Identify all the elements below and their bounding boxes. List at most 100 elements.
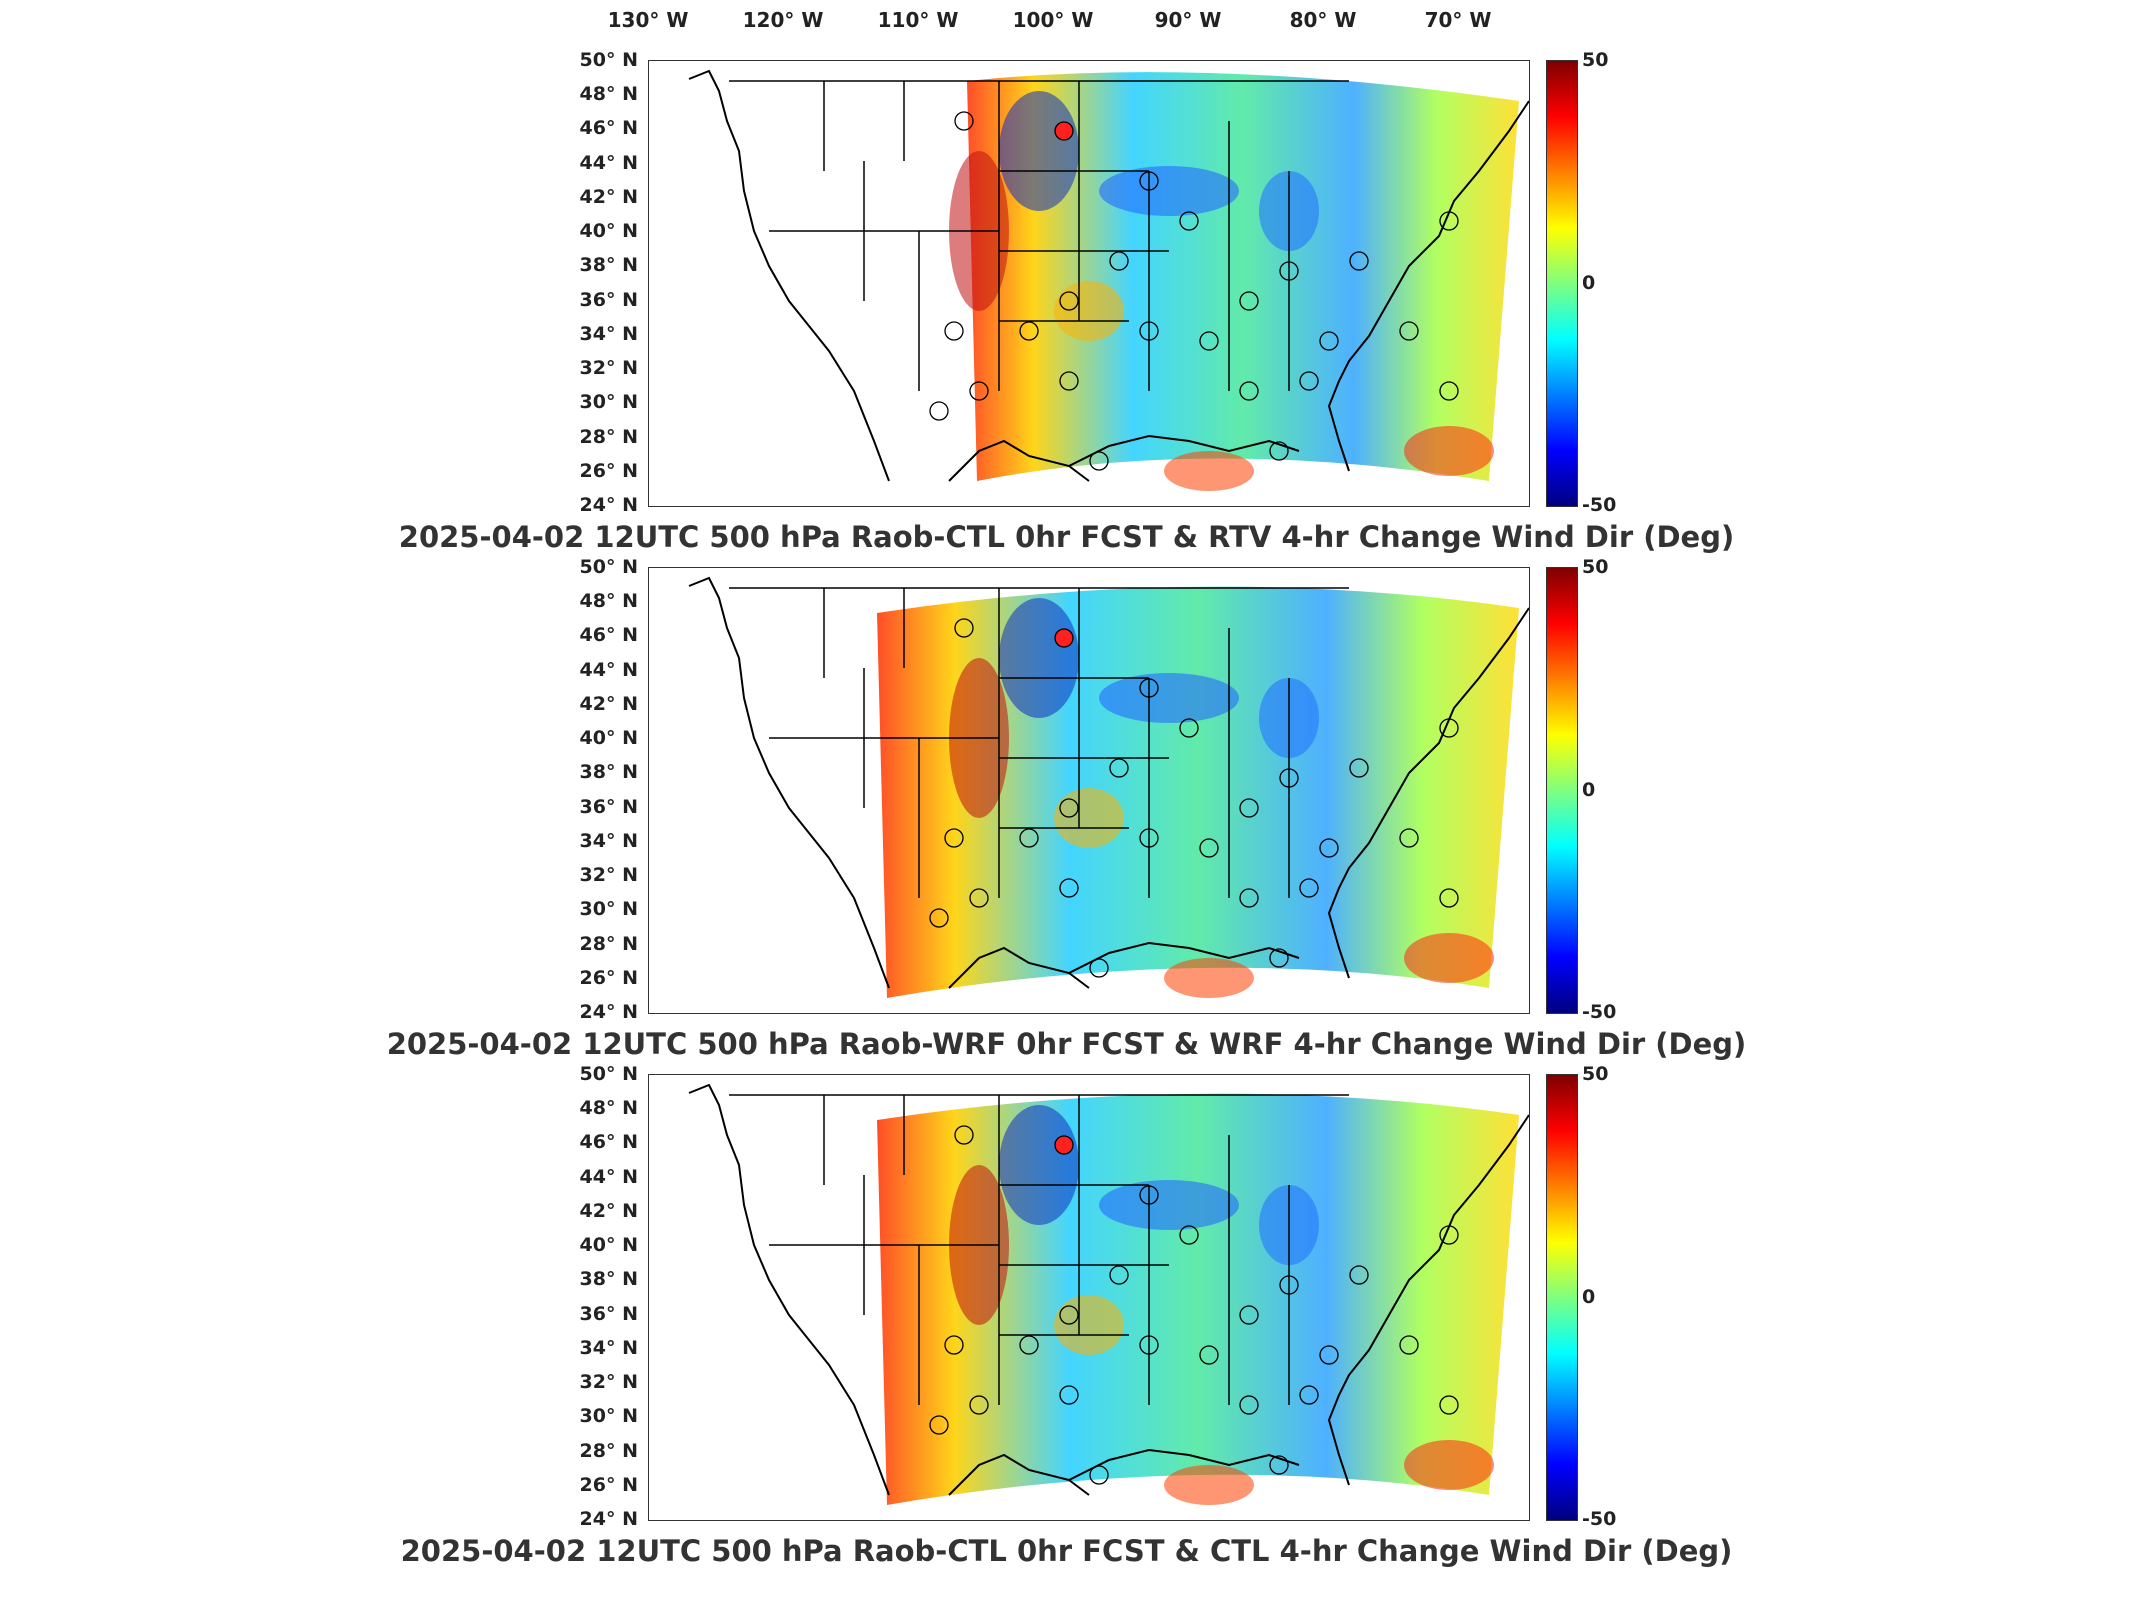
raob-station-marker bbox=[1199, 331, 1219, 351]
raob-station-marker bbox=[944, 1335, 964, 1355]
raob-station-marker bbox=[954, 111, 974, 131]
lat-label: 48° N bbox=[579, 590, 638, 613]
raob-station-marker bbox=[1439, 718, 1459, 738]
field-anomaly bbox=[999, 1105, 1079, 1225]
lat-label: 30° N bbox=[579, 391, 638, 414]
lat-label: 24° N bbox=[579, 1508, 638, 1530]
field-anomaly bbox=[999, 91, 1079, 211]
coastline bbox=[1068, 434, 1300, 467]
raob-station-marker bbox=[1054, 628, 1074, 648]
raob-station-marker bbox=[1139, 321, 1159, 341]
raob-station-marker bbox=[1239, 888, 1259, 908]
lat-label: 50° N bbox=[579, 556, 638, 578]
lat-label: 42° N bbox=[579, 1199, 638, 1222]
lat-label: 32° N bbox=[579, 864, 638, 887]
lat-label: 28° N bbox=[579, 1439, 638, 1462]
lat-label: 30° N bbox=[579, 1405, 638, 1428]
coastline bbox=[1327, 607, 1529, 979]
lat-label: 32° N bbox=[579, 357, 638, 380]
map-plot bbox=[648, 1074, 1530, 1521]
lat-label: 42° N bbox=[579, 692, 638, 715]
colorbar-tick-label: -50 bbox=[1582, 494, 1617, 516]
field-anomaly bbox=[1404, 933, 1494, 983]
raob-station-marker bbox=[1109, 1265, 1129, 1285]
raob-station-marker bbox=[969, 381, 989, 401]
lat-label: 26° N bbox=[579, 1473, 638, 1496]
lat-label: 38° N bbox=[579, 254, 638, 277]
raob-station-marker bbox=[1179, 1225, 1199, 1245]
colorbar-tick-label: 0 bbox=[1582, 778, 1596, 801]
map-svg bbox=[688, 1083, 1529, 1505]
field-anomaly bbox=[1099, 673, 1239, 723]
raob-station-marker bbox=[1199, 838, 1219, 858]
raob-station-marker bbox=[1139, 171, 1159, 191]
raob-station-marker bbox=[1059, 291, 1079, 311]
lat-label: 46° N bbox=[579, 117, 638, 140]
map-plot bbox=[648, 567, 1530, 1014]
field-anomaly bbox=[1099, 1180, 1239, 1230]
field-anomaly bbox=[1164, 958, 1254, 998]
map-svg bbox=[688, 69, 1529, 491]
raob-station-marker bbox=[1439, 1225, 1459, 1245]
raob-station-marker bbox=[1019, 321, 1039, 341]
lat-label: 34° N bbox=[579, 322, 638, 345]
wind-direction-field bbox=[967, 72, 1519, 482]
lat-label: 44° N bbox=[579, 1165, 638, 1188]
raob-station-marker bbox=[929, 401, 949, 421]
raob-station-marker bbox=[1179, 718, 1199, 738]
lat-label: 40° N bbox=[579, 220, 638, 243]
colorbar-tick-label: -50 bbox=[1582, 1508, 1617, 1530]
raob-station-marker bbox=[1054, 121, 1074, 141]
raob-station-marker bbox=[1299, 371, 1319, 391]
coastline bbox=[1327, 1114, 1529, 1486]
raob-station-marker bbox=[1059, 1385, 1079, 1405]
raob-station-marker bbox=[1349, 1265, 1369, 1285]
lat-label: 44° N bbox=[579, 658, 638, 681]
raob-station-marker bbox=[969, 1395, 989, 1415]
raob-station-marker bbox=[1089, 958, 1109, 978]
colorbar-tick-label: -50 bbox=[1582, 1001, 1617, 1023]
lat-label: 28° N bbox=[579, 932, 638, 955]
raob-station-marker bbox=[1269, 1455, 1289, 1475]
lon-label: 110° W bbox=[877, 8, 959, 32]
lat-label: 36° N bbox=[579, 1302, 638, 1325]
lon-label: 120° W bbox=[742, 8, 824, 32]
raob-station-marker bbox=[1139, 678, 1159, 698]
lat-label: 36° N bbox=[579, 288, 638, 311]
raob-station-marker bbox=[1059, 878, 1079, 898]
raob-station-marker bbox=[1239, 381, 1259, 401]
raob-station-marker bbox=[1319, 1345, 1339, 1365]
lat-label: 38° N bbox=[579, 1268, 638, 1291]
raob-station-marker bbox=[1269, 948, 1289, 968]
state-borders bbox=[729, 587, 1349, 898]
lat-label: 28° N bbox=[579, 425, 638, 448]
raob-station-marker bbox=[954, 618, 974, 638]
lat-label: 24° N bbox=[579, 1001, 638, 1023]
panel-title: 2025-04-02 12UTC 500 hPa Raob-WRF 0hr FC… bbox=[386, 1027, 1747, 1061]
coastline bbox=[688, 576, 1090, 989]
raob-station-marker bbox=[1109, 758, 1129, 778]
raob-station-marker bbox=[944, 321, 964, 341]
raob-station-marker bbox=[1299, 878, 1319, 898]
panel-title: 2025-04-02 12UTC 500 hPa Raob-CTL 0hr FC… bbox=[400, 1534, 1733, 1568]
raob-station-marker bbox=[1349, 251, 1369, 271]
raob-station-marker bbox=[1059, 371, 1079, 391]
lat-label: 30° N bbox=[579, 898, 638, 921]
raob-station-marker bbox=[1279, 1275, 1299, 1295]
raob-station-marker bbox=[1054, 1135, 1074, 1155]
raob-station-marker bbox=[1059, 798, 1079, 818]
colorbar-tick-label: 50 bbox=[1582, 556, 1609, 578]
raob-station-marker bbox=[1239, 1305, 1259, 1325]
coastline bbox=[1068, 1448, 1300, 1481]
raob-station-marker bbox=[1089, 451, 1109, 471]
raob-station-marker bbox=[929, 908, 949, 928]
raob-station-marker bbox=[1399, 1335, 1419, 1355]
field-anomaly bbox=[1054, 1295, 1124, 1355]
raob-station-marker bbox=[954, 1125, 974, 1145]
state-borders bbox=[729, 80, 1349, 391]
field-anomaly bbox=[1164, 1465, 1254, 1505]
raob-station-marker bbox=[1139, 1185, 1159, 1205]
raob-station-marker bbox=[1279, 768, 1299, 788]
raob-station-marker bbox=[1019, 828, 1039, 848]
raob-station-marker bbox=[1269, 441, 1289, 461]
